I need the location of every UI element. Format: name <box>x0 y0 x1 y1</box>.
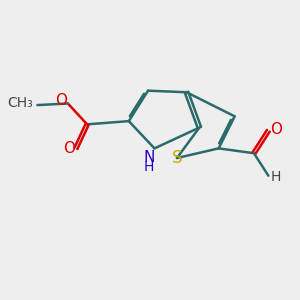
Text: O: O <box>270 122 282 136</box>
Text: O: O <box>55 93 67 108</box>
Text: S: S <box>172 149 182 167</box>
Text: CH₃: CH₃ <box>7 97 33 110</box>
Text: H: H <box>270 170 280 184</box>
Text: O: O <box>63 141 75 156</box>
Text: N: N <box>143 150 154 165</box>
Text: H: H <box>143 160 154 174</box>
